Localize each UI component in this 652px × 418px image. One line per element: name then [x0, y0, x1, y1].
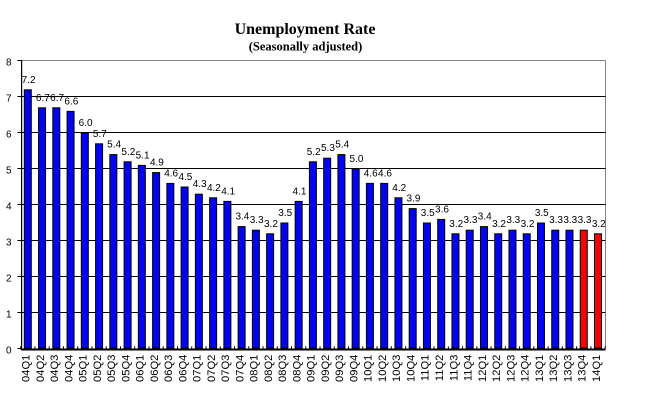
svg-text:3.2: 3.2 [521, 219, 535, 230]
svg-text:3.3: 3.3 [506, 215, 520, 226]
svg-text:06Q2: 06Q2 [149, 355, 161, 382]
svg-text:3.4: 3.4 [478, 212, 492, 223]
svg-text:10Q3: 10Q3 [391, 355, 403, 382]
svg-text:14Q1: 14Q1 [591, 355, 603, 382]
svg-text:3.2: 3.2 [449, 219, 463, 230]
svg-text:06Q4: 06Q4 [177, 355, 189, 382]
svg-text:7: 7 [6, 94, 12, 105]
svg-text:08Q1: 08Q1 [249, 355, 261, 382]
svg-text:07Q2: 07Q2 [206, 355, 218, 382]
svg-text:5: 5 [6, 166, 12, 177]
svg-text:(Seasonally adjusted): (Seasonally adjusted) [249, 40, 363, 54]
svg-text:4.5: 4.5 [178, 172, 192, 183]
svg-text:11Q1: 11Q1 [420, 355, 432, 382]
svg-text:3.4: 3.4 [235, 212, 249, 223]
svg-text:10Q4: 10Q4 [405, 355, 417, 382]
svg-text:3.3: 3.3 [250, 215, 264, 226]
svg-text:06Q1: 06Q1 [135, 355, 147, 382]
svg-text:5.1: 5.1 [136, 150, 150, 161]
svg-text:09Q1: 09Q1 [306, 355, 318, 382]
svg-text:08Q2: 08Q2 [263, 355, 275, 382]
svg-text:12Q4: 12Q4 [520, 355, 532, 382]
svg-text:04Q4: 04Q4 [63, 355, 75, 382]
svg-text:06Q3: 06Q3 [163, 355, 175, 382]
svg-text:05Q2: 05Q2 [92, 355, 104, 382]
svg-text:10Q1: 10Q1 [363, 355, 375, 382]
svg-text:13Q2: 13Q2 [548, 355, 560, 382]
svg-text:7.2: 7.2 [22, 75, 36, 86]
svg-text:6.6: 6.6 [64, 96, 78, 107]
svg-text:07Q3: 07Q3 [220, 355, 232, 382]
svg-text:13Q1: 13Q1 [534, 355, 546, 382]
svg-text:5.0: 5.0 [350, 154, 364, 165]
svg-text:3.2: 3.2 [592, 219, 606, 230]
svg-text:4.1: 4.1 [221, 186, 235, 197]
svg-text:3.9: 3.9 [407, 194, 421, 205]
svg-text:4.6: 4.6 [378, 168, 392, 179]
svg-text:08Q3: 08Q3 [277, 355, 289, 382]
svg-text:09Q4: 09Q4 [348, 355, 360, 382]
svg-text:13Q3: 13Q3 [562, 355, 574, 382]
svg-text:07Q4: 07Q4 [234, 355, 246, 382]
svg-text:4.6: 4.6 [364, 168, 378, 179]
svg-text:5.3: 5.3 [321, 143, 335, 154]
svg-text:3.2: 3.2 [264, 219, 278, 230]
svg-text:11Q2: 11Q2 [434, 355, 446, 382]
svg-text:04Q1: 04Q1 [21, 355, 33, 382]
svg-text:4.2: 4.2 [207, 183, 221, 194]
svg-text:11Q4: 11Q4 [463, 355, 475, 382]
svg-text:04Q3: 04Q3 [49, 355, 61, 382]
svg-text:04Q2: 04Q2 [35, 355, 47, 382]
svg-text:10Q2: 10Q2 [377, 355, 389, 382]
svg-text:3.2: 3.2 [492, 219, 506, 230]
svg-text:05Q3: 05Q3 [106, 355, 118, 382]
svg-text:4.1: 4.1 [292, 186, 306, 197]
svg-text:3.6: 3.6 [435, 204, 449, 215]
svg-text:11Q3: 11Q3 [448, 355, 460, 382]
svg-text:12Q2: 12Q2 [491, 355, 503, 382]
svg-text:12Q3: 12Q3 [505, 355, 517, 382]
svg-text:4.2: 4.2 [392, 183, 406, 194]
svg-text:3.3: 3.3 [578, 215, 592, 226]
svg-text:3.3: 3.3 [549, 215, 563, 226]
svg-text:05Q4: 05Q4 [120, 355, 132, 382]
svg-text:5.2: 5.2 [307, 147, 321, 158]
svg-text:4.3: 4.3 [193, 179, 207, 190]
svg-text:5.4: 5.4 [107, 140, 121, 151]
svg-text:12Q1: 12Q1 [477, 355, 489, 382]
svg-text:8: 8 [6, 58, 12, 69]
svg-text:3.3: 3.3 [464, 215, 478, 226]
svg-text:6.7: 6.7 [50, 93, 64, 104]
svg-text:05Q1: 05Q1 [78, 355, 90, 382]
svg-text:6.0: 6.0 [79, 118, 93, 129]
svg-text:09Q3: 09Q3 [334, 355, 346, 382]
svg-text:07Q1: 07Q1 [192, 355, 204, 382]
svg-text:3.5: 3.5 [278, 208, 292, 219]
svg-text:6: 6 [6, 130, 12, 141]
svg-text:3: 3 [6, 238, 12, 249]
svg-text:1: 1 [6, 310, 12, 321]
svg-text:2: 2 [6, 274, 12, 285]
svg-text:13Q4: 13Q4 [577, 355, 589, 382]
svg-text:6.7: 6.7 [36, 93, 50, 104]
svg-text:5.4: 5.4 [335, 140, 349, 151]
svg-text:5.2: 5.2 [121, 147, 135, 158]
svg-text:3.5: 3.5 [421, 208, 435, 219]
svg-text:Unemployment Rate: Unemployment Rate [235, 21, 376, 38]
svg-text:4.9: 4.9 [150, 158, 164, 169]
svg-text:09Q2: 09Q2 [320, 355, 332, 382]
svg-text:4.6: 4.6 [164, 168, 178, 179]
svg-text:3.5: 3.5 [535, 208, 549, 219]
svg-text:5.7: 5.7 [93, 129, 107, 140]
svg-text:3.3: 3.3 [563, 215, 577, 226]
svg-text:4: 4 [6, 202, 12, 213]
svg-text:08Q4: 08Q4 [291, 355, 303, 382]
svg-text:0: 0 [6, 346, 12, 357]
